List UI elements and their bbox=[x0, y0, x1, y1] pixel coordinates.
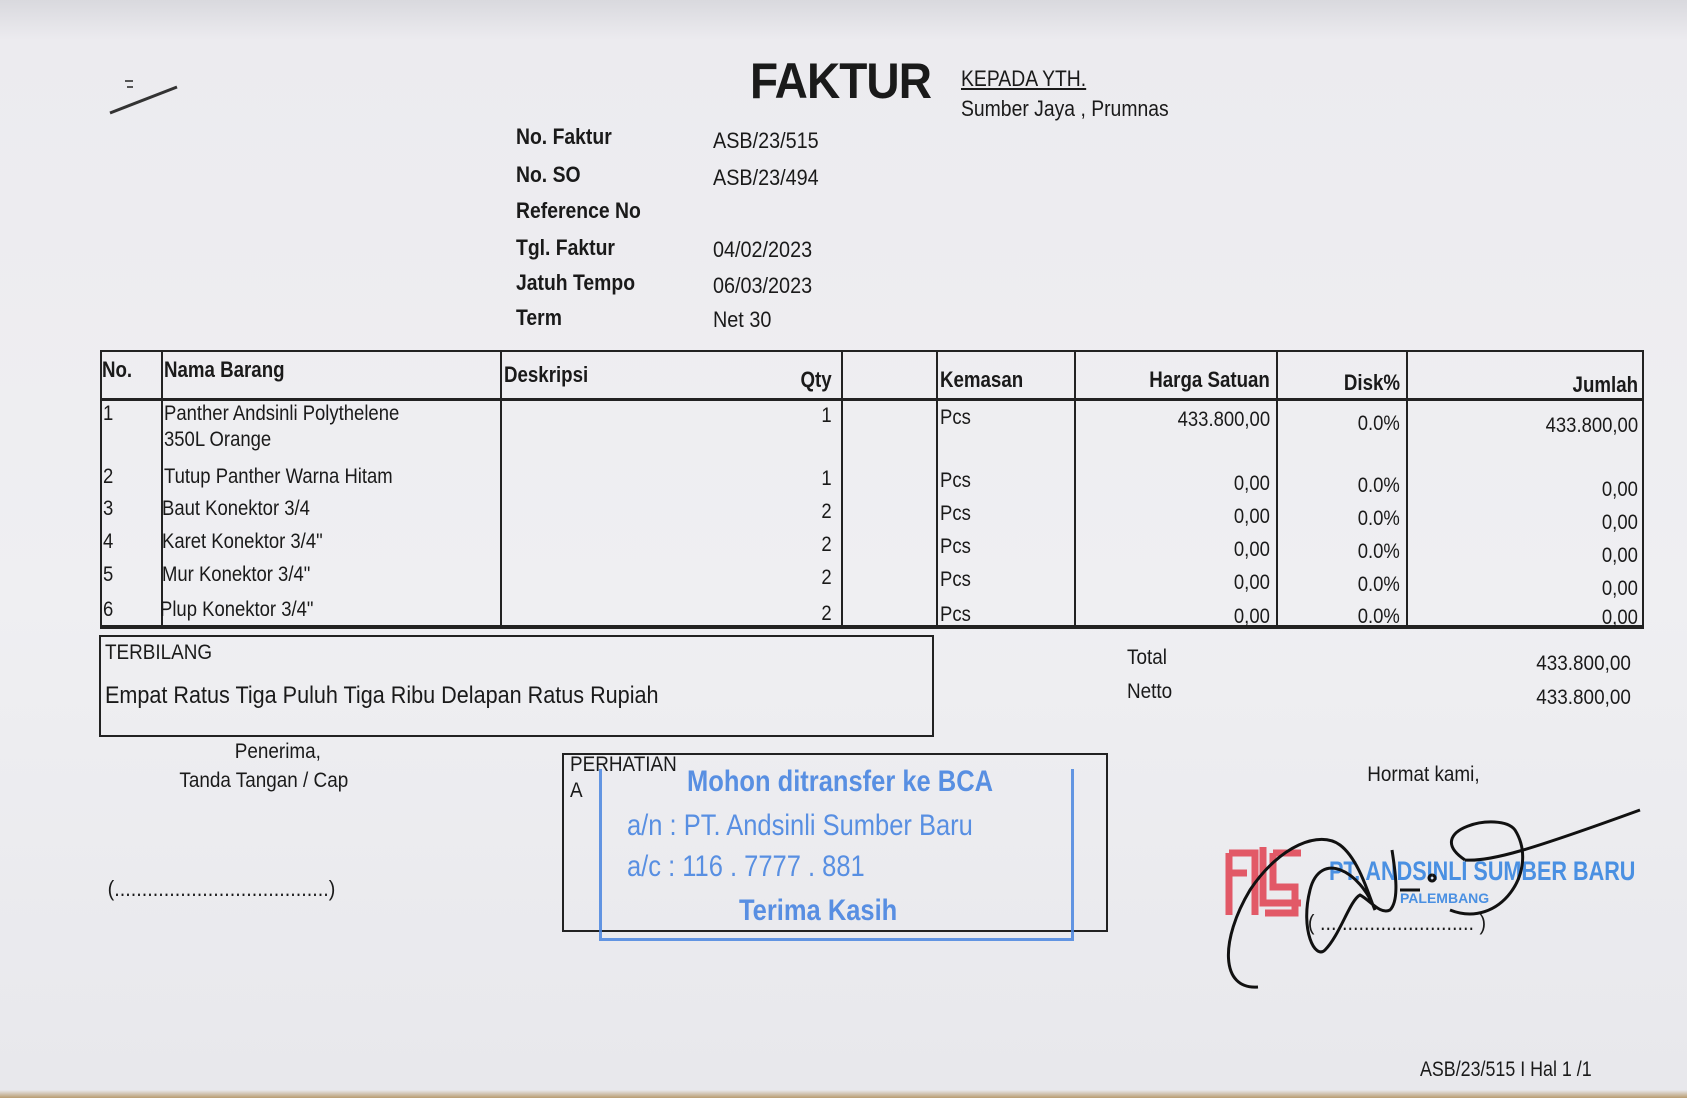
cell-qty: 2 bbox=[821, 566, 832, 589]
column-divider bbox=[1074, 352, 1076, 625]
field-value: ASB/23/494 bbox=[713, 165, 819, 190]
field-label: Tgl. Faktur bbox=[516, 235, 615, 260]
cell-qty: 1 bbox=[821, 404, 832, 427]
header-jumlah: Jumlah bbox=[1572, 372, 1638, 397]
header-deskripsi: Deskripsi bbox=[504, 362, 589, 387]
cell-kemasan: Pcs bbox=[940, 502, 971, 525]
pencil-mark bbox=[109, 80, 178, 115]
items-table: No. Nama Barang Deskripsi Qty Kemasan Ha… bbox=[100, 350, 1644, 629]
perhatian-label: PERHATIAN bbox=[570, 753, 677, 776]
cell-harga: 0,00 bbox=[1234, 538, 1270, 561]
header-harga: Harga Satuan bbox=[1149, 367, 1270, 392]
stamp-line-2: a/n : PT. Andsinli Sumber Baru bbox=[627, 809, 973, 842]
field-label: Reference No bbox=[516, 198, 641, 223]
cell-nama: Karet Konektor 3/4" bbox=[162, 530, 323, 553]
recipient-label: KEPADA YTH. bbox=[961, 66, 1087, 91]
column-divider bbox=[936, 352, 938, 625]
sender-greeting: Hormat kami, bbox=[1367, 763, 1480, 786]
cell-qty: 2 bbox=[821, 500, 832, 523]
cell-kemasan: Pcs bbox=[940, 603, 971, 626]
company-stamp-name: PT. ANDSINLI SUMBER BARU bbox=[1329, 856, 1636, 886]
stamp-line-1: Mohon ditransfer ke BCA bbox=[687, 765, 994, 798]
perhatian-label-2: A bbox=[570, 779, 583, 802]
cell-nama: Panther Andsinli Polythelene bbox=[164, 402, 400, 425]
cell-disk: 0.0% bbox=[1357, 605, 1400, 628]
field-value: 04/02/2023 bbox=[713, 237, 813, 262]
cell-no: 1 bbox=[103, 402, 114, 425]
receiver-sign-caption: Tanda Tangan / Cap bbox=[179, 769, 349, 792]
cell-no: 3 bbox=[103, 497, 114, 520]
document-title: FAKTUR bbox=[750, 53, 932, 109]
column-divider bbox=[841, 352, 843, 625]
header-divider bbox=[102, 398, 1642, 401]
column-divider bbox=[1276, 352, 1278, 625]
terbilang-label: TERBILANG bbox=[105, 641, 213, 664]
handwritten-signature bbox=[1226, 808, 1641, 989]
cell-jumlah: 0,00 bbox=[1602, 577, 1638, 600]
cell-no: 2 bbox=[103, 465, 114, 488]
cell-disk: 0.0% bbox=[1357, 573, 1400, 596]
terbilang-box: TERBILANG Empat Ratus Tiga Puluh Tiga Ri… bbox=[99, 635, 934, 737]
cell-harga: 0,00 bbox=[1234, 472, 1270, 495]
cell-disk: 0.0% bbox=[1357, 474, 1400, 497]
cell-kemasan: Pcs bbox=[940, 406, 971, 429]
cell-harga: 433.800,00 bbox=[1177, 408, 1270, 431]
cell-nama: 350L Orange bbox=[164, 428, 272, 451]
field-value: Net 30 bbox=[713, 307, 772, 332]
field-value: ASB/23/515 bbox=[713, 128, 819, 153]
receiver-label: Penerima, bbox=[234, 740, 321, 763]
field-label: Jatuh Tempo bbox=[516, 270, 636, 295]
cell-disk: 0.0% bbox=[1357, 507, 1400, 530]
company-logo bbox=[1225, 847, 1301, 917]
cell-jumlah: 0,00 bbox=[1602, 511, 1638, 534]
cell-jumlah: 0,00 bbox=[1602, 544, 1638, 567]
cell-kemasan: Pcs bbox=[940, 568, 971, 591]
cell-no: 4 bbox=[103, 530, 114, 553]
header-disk: Disk% bbox=[1343, 370, 1400, 395]
column-divider bbox=[500, 352, 502, 625]
header-kemasan: Kemasan bbox=[940, 367, 1024, 392]
cell-nama: Tutup Panther Warna Hitam bbox=[164, 465, 393, 488]
cell-jumlah: 0,00 bbox=[1602, 606, 1638, 629]
field-label: No. Faktur bbox=[516, 124, 612, 149]
cell-jumlah: 433.800,00 bbox=[1545, 414, 1638, 437]
cell-harga: 0,00 bbox=[1234, 571, 1270, 594]
cell-nama: Mur Konektor 3/4" bbox=[162, 563, 311, 586]
column-divider bbox=[1406, 352, 1408, 625]
cell-jumlah: 0,00 bbox=[1602, 478, 1638, 501]
terbilang-text: Empat Ratus Tiga Puluh Tiga Ribu Delapan… bbox=[105, 682, 659, 709]
page-reference: ASB/23/515 I Hal 1 /1 bbox=[1420, 1058, 1592, 1081]
cell-kemasan: Pcs bbox=[940, 535, 971, 558]
stamp-line-3: a/c : 116 . 7777 . 881 bbox=[627, 850, 865, 883]
cell-kemasan: Pcs bbox=[940, 469, 971, 492]
field-label: Term bbox=[516, 305, 562, 330]
recipient-name: Sumber Jaya , Prumnas bbox=[961, 96, 1169, 121]
cell-harga: 0,00 bbox=[1234, 605, 1270, 628]
cell-qty: 1 bbox=[821, 467, 832, 490]
column-divider bbox=[161, 352, 163, 625]
cell-nama: Plup Konektor 3/4" bbox=[160, 598, 314, 621]
perhatian-box: PERHATIAN A bbox=[562, 753, 1108, 932]
cell-harga: 0,00 bbox=[1234, 505, 1270, 528]
header-qty: Qty bbox=[800, 367, 832, 392]
company-stamp-city: PALEMBANG bbox=[1400, 890, 1490, 906]
cell-qty: 2 bbox=[821, 533, 832, 556]
cell-disk: 0.0% bbox=[1357, 540, 1400, 563]
header-nama: Nama Barang bbox=[164, 357, 285, 382]
netto-label: Netto bbox=[1127, 680, 1173, 703]
field-label: No. SO bbox=[516, 162, 581, 187]
netto-value: 433.800,00 bbox=[1536, 686, 1631, 709]
field-value: 06/03/2023 bbox=[713, 273, 813, 298]
header-no: No. bbox=[102, 357, 133, 382]
cell-nama: Baut Konektor 3/4 bbox=[162, 497, 310, 520]
total-label: Total bbox=[1127, 646, 1167, 669]
cell-qty: 2 bbox=[821, 602, 832, 625]
total-value: 433.800,00 bbox=[1536, 652, 1631, 675]
cell-no: 5 bbox=[103, 563, 114, 586]
receiver-sign-line: (.......................................… bbox=[107, 876, 336, 901]
bank-transfer-stamp: Mohon ditransfer ke BCA a/n : PT. Andsin… bbox=[599, 765, 1074, 941]
cell-disk: 0.0% bbox=[1357, 412, 1400, 435]
stamp-line-4: Terima Kasih bbox=[739, 894, 898, 927]
cell-no: 6 bbox=[103, 598, 114, 621]
